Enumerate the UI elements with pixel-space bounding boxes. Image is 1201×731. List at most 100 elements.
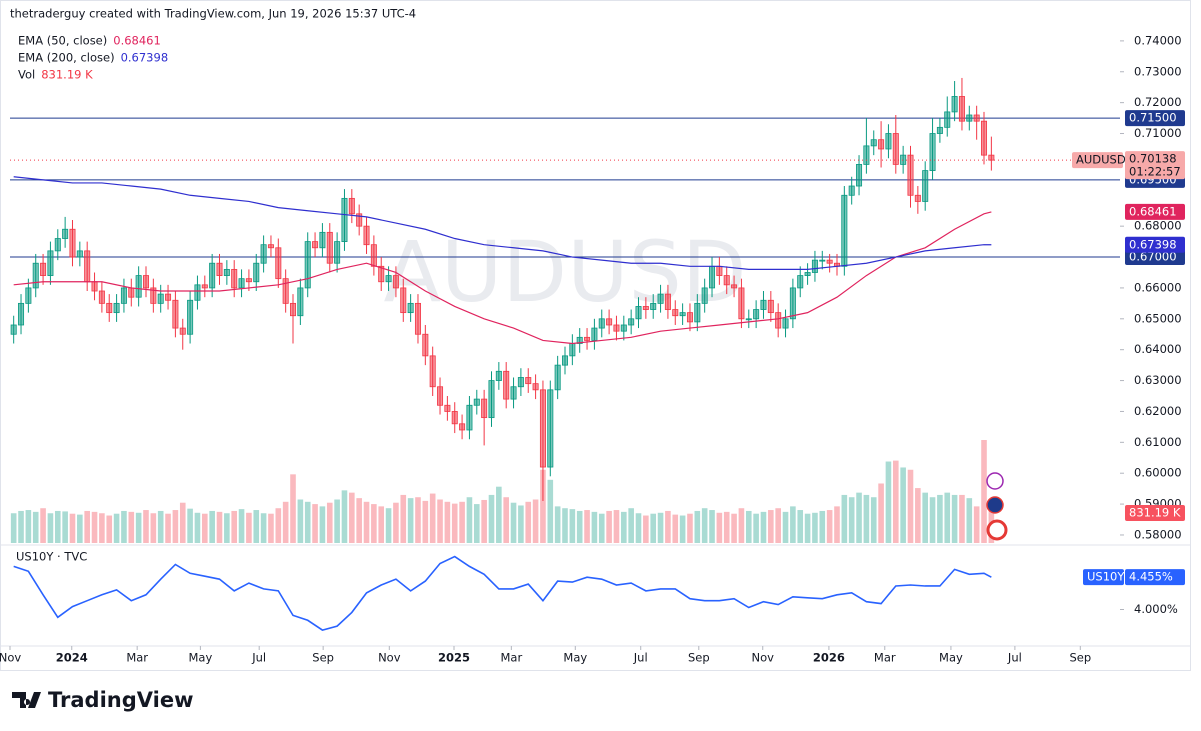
volume-bar [341,490,348,543]
y-tick-label: 4.000% [1134,602,1178,616]
candle-body [91,281,98,292]
level-label-box [1125,110,1185,127]
candle-body [348,197,355,215]
candle-body [672,309,679,317]
logo: TradingView [12,688,193,712]
candle-body [826,259,833,264]
candle-body [245,278,252,283]
volume-bar [775,508,781,543]
volume-bar [194,512,201,543]
candle-body [25,287,32,304]
volume-bar [10,513,17,543]
candle-body [47,250,54,276]
candle-body [547,389,554,468]
candle-body [811,259,818,273]
candle-body [304,241,311,289]
volume-bar [473,504,480,543]
candle-body [312,241,319,249]
volume-bar [62,511,68,543]
candle-body [319,231,326,249]
volume-bar [665,510,671,543]
level-label-box [1125,249,1185,266]
candle-body [539,389,546,468]
candle-body [517,377,524,388]
x-tick-label: Jul [633,651,648,665]
volume-bar [99,513,105,543]
volume-bar [672,514,679,543]
legend-value: 0.67398 [121,51,169,65]
x-tick-label: 2024 [56,651,88,665]
candle-body [370,244,377,267]
volume-bar [326,502,333,543]
volume-bar [870,497,877,543]
candle-body [804,272,811,276]
volume-bar [297,499,304,543]
volume-bar [944,492,951,543]
candle-body [944,111,951,128]
volume-bar [179,502,186,543]
ema-label: 0.68461 [1129,204,1177,218]
volume-bar [503,497,509,543]
candle-body [187,299,194,335]
event-icon[interactable] [986,496,1004,514]
volume-bar [848,497,855,543]
volume-bar [856,492,862,543]
volume-bar [429,493,436,543]
candle-body [106,302,113,314]
candle-body [444,404,451,412]
candle-body [459,423,466,431]
volume-bar [863,494,870,543]
candle-body [334,241,341,264]
volume-bar [966,498,973,543]
candle-body [863,145,870,165]
volume-bar [466,497,473,543]
event-icon[interactable] [986,472,1004,490]
volume-bar [349,492,355,543]
candle-body [290,302,297,317]
candle-body [760,299,767,310]
volume-bar [334,499,340,543]
candle-body [32,262,39,289]
volume-bar [363,501,370,543]
candle-body [554,364,561,391]
volume-bar [929,497,936,543]
y-tick-label: 0.60000 [1134,466,1182,480]
volume-bar [253,510,260,543]
volume-bar [591,511,598,543]
candle-body [341,197,348,243]
x-tick-label: May [563,651,587,665]
candle-body [495,370,502,381]
price-pane [10,77,1120,543]
candle-body [775,312,782,329]
volume-bar [753,513,759,543]
volume-bar [238,509,245,543]
volume-bar [260,513,267,543]
candle-body [18,302,25,326]
candle-body [870,139,877,147]
volume-bar [444,501,451,543]
candle-body [789,287,796,320]
volume-bar [826,510,833,543]
candle-body [635,306,642,320]
candle-body [907,154,914,196]
candle-body [429,355,436,388]
volume-bar [621,511,627,543]
indicator-line [13,555,992,631]
candle-body [238,278,245,289]
volume-bar [135,512,142,543]
volume-bar [518,505,524,543]
volume-bar [643,515,649,543]
volume-bar [172,510,179,543]
candle-body [128,287,135,298]
candle-body [613,324,620,332]
event-icon[interactable] [986,519,1008,541]
candle-body [216,262,223,276]
candle-body [275,247,282,280]
candle-body [378,265,385,283]
x-tick-label: May [189,651,213,665]
candle-body [745,318,752,321]
volume-bar [290,474,296,543]
volume-label-box [1125,505,1185,521]
legend-value: 831.19 K [41,68,93,82]
volume-bar [378,506,385,543]
